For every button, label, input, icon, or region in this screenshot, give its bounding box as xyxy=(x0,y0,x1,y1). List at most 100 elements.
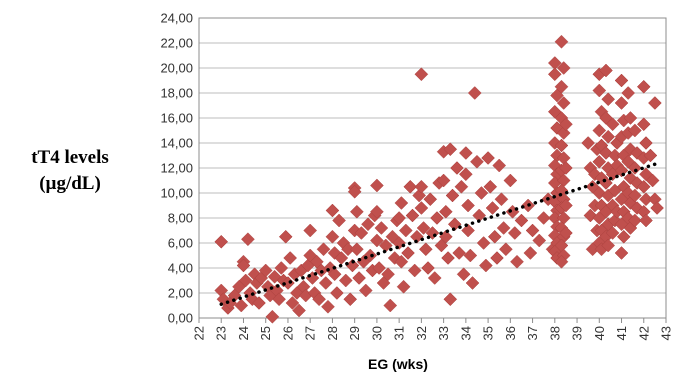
data-point xyxy=(614,73,629,88)
data-point xyxy=(494,192,509,207)
data-point xyxy=(258,263,273,278)
data-point xyxy=(559,117,573,132)
data-point xyxy=(427,271,442,285)
data-point xyxy=(645,173,660,188)
data-point xyxy=(628,161,642,175)
data-point xyxy=(303,223,318,238)
y-tick-label: 24,00 xyxy=(160,11,193,26)
data-point xyxy=(601,129,616,144)
data-point xyxy=(370,233,384,248)
data-point xyxy=(476,236,491,250)
data-point xyxy=(601,92,616,107)
y-tick-label: 18,00 xyxy=(160,86,193,101)
y-tick-label: 8,00 xyxy=(168,211,193,226)
data-point xyxy=(485,201,500,215)
data-point xyxy=(456,267,471,282)
x-tick-label: 38 xyxy=(547,326,562,340)
data-point xyxy=(447,217,462,232)
data-point xyxy=(321,299,335,314)
x-tick-label: 36 xyxy=(503,326,518,340)
data-point xyxy=(361,217,375,232)
data-point xyxy=(398,223,413,238)
data-point xyxy=(601,238,616,253)
y-tick-label: 0,00 xyxy=(168,311,193,326)
data-point xyxy=(370,204,384,219)
data-point xyxy=(292,303,306,318)
data-point xyxy=(370,178,384,193)
data-point xyxy=(445,188,460,203)
data-point xyxy=(214,234,229,249)
data-point xyxy=(358,283,373,298)
x-tick-label: 31 xyxy=(392,326,407,340)
data-point xyxy=(479,258,493,273)
x-axis-ticks: 22 23 24 25 26 27 28 29 30 31 32 33 34 35 36 37 38 39 40 41… xyxy=(192,318,674,340)
x-axis-title: EG (wks) xyxy=(368,356,428,372)
data-point xyxy=(283,251,298,265)
data-point xyxy=(554,254,569,269)
data-point xyxy=(416,221,431,235)
data-point xyxy=(492,158,507,173)
y-axis-ticks: 0,00 2,00 4,00 6,00 8,00 10,00 12,00 14,00 16,00… xyxy=(160,11,193,326)
x-tick-label: 29 xyxy=(347,326,362,340)
data-point xyxy=(536,211,551,225)
data-point xyxy=(238,273,253,288)
data-point xyxy=(394,254,409,269)
data-point xyxy=(581,136,596,150)
data-point xyxy=(383,298,398,313)
data-point xyxy=(556,96,571,110)
data-point xyxy=(628,123,642,138)
data-point xyxy=(392,211,406,225)
data-point xyxy=(350,242,364,257)
data-point xyxy=(312,292,326,307)
data-point xyxy=(452,246,467,260)
data-points xyxy=(214,34,664,324)
data-point xyxy=(605,226,620,240)
data-point xyxy=(414,67,429,82)
y-tick-label: 12,00 xyxy=(160,161,193,176)
data-point xyxy=(496,221,511,235)
x-tick-label: 40 xyxy=(592,326,607,340)
data-point xyxy=(354,226,369,240)
x-tick-label: 34 xyxy=(458,326,473,340)
data-point xyxy=(350,204,364,219)
x-tick-label: 32 xyxy=(414,326,429,340)
y-tick-label: 14,00 xyxy=(160,136,193,151)
data-point xyxy=(443,142,458,157)
data-point xyxy=(616,229,631,244)
data-point xyxy=(372,261,386,275)
data-point xyxy=(423,192,438,207)
data-point xyxy=(599,176,613,190)
data-point xyxy=(556,61,571,75)
x-tick-label: 42 xyxy=(636,326,651,340)
data-point xyxy=(559,198,573,213)
data-point xyxy=(470,154,484,169)
data-point xyxy=(623,111,638,125)
data-point xyxy=(316,242,331,257)
data-point xyxy=(636,79,651,94)
y-axis-title-line1: tT4 levels xyxy=(31,147,109,168)
data-point xyxy=(554,138,569,153)
data-point xyxy=(636,179,651,194)
data-point xyxy=(265,309,280,324)
data-point xyxy=(639,213,653,228)
x-tick-label: 37 xyxy=(525,326,540,340)
x-tick-label: 41 xyxy=(614,326,629,340)
data-point xyxy=(507,226,522,240)
data-point xyxy=(325,229,340,244)
y-tick-label: 16,00 xyxy=(160,111,193,126)
data-point xyxy=(592,83,607,98)
x-tick-label: 22 xyxy=(192,326,207,340)
data-point xyxy=(532,233,547,248)
data-point xyxy=(487,229,502,244)
data-point xyxy=(396,279,411,294)
data-point xyxy=(343,292,358,307)
data-point xyxy=(474,186,489,200)
data-point xyxy=(459,167,473,182)
data-point xyxy=(414,201,429,215)
data-point xyxy=(318,276,333,290)
data-point xyxy=(403,179,418,194)
data-point xyxy=(338,273,353,288)
data-point xyxy=(278,229,293,244)
data-point xyxy=(461,223,475,238)
